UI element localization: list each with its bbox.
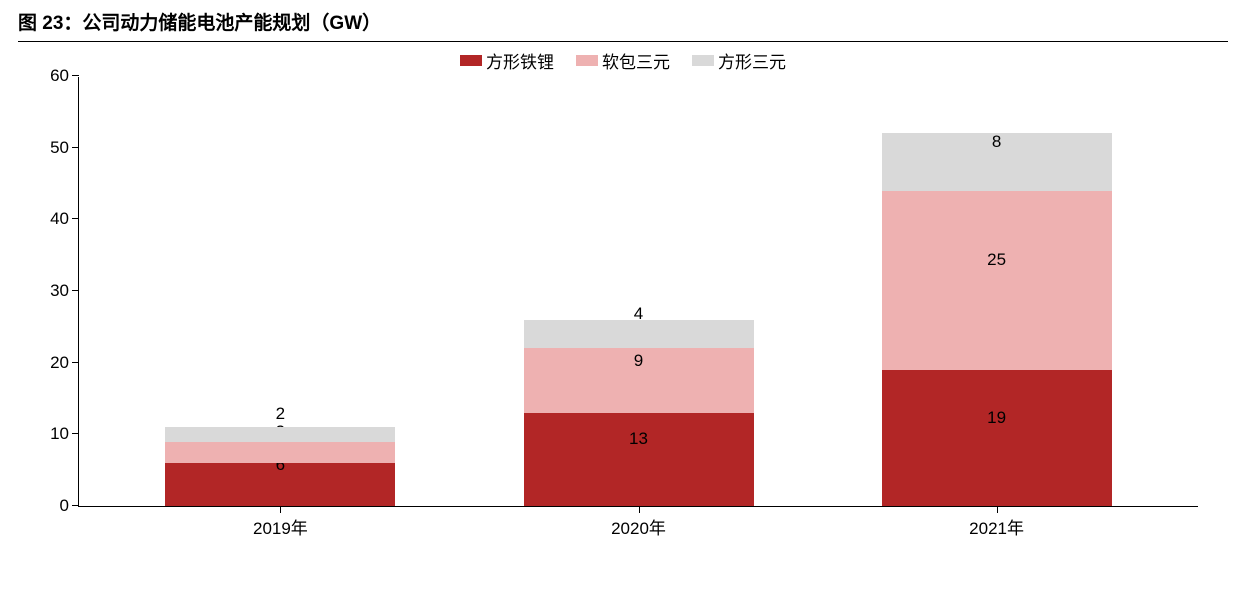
legend-item: 方形三元 <box>692 48 786 73</box>
bar-group: 1394 <box>524 320 754 506</box>
bar-segment <box>882 370 1112 506</box>
legend-swatch <box>576 55 598 66</box>
legend-swatch <box>460 55 482 66</box>
bar-value-label: 9 <box>524 351 754 371</box>
title-divider <box>18 41 1228 42</box>
chart-title: 图 23：公司动力储能电池产能规划（GW） <box>18 8 1228 41</box>
bar-group: 19 25 8 <box>882 133 1112 506</box>
chart-area: 01020304050602019年6322020年13942021年19258 <box>78 77 1198 547</box>
legend-swatch <box>692 55 714 66</box>
bar-segment <box>165 427 395 441</box>
y-axis-label: 30 <box>29 281 79 301</box>
y-axis-label: 50 <box>29 138 79 158</box>
bar-value-label: 4 <box>524 304 754 324</box>
legend-item: 软包三元 <box>576 48 670 73</box>
x-axis-label: 2019年 <box>253 514 308 539</box>
x-tick <box>997 506 998 513</box>
bar-value-label: 2 <box>165 404 395 424</box>
legend-label: 方形三元 <box>718 48 786 73</box>
legend-label: 方形铁锂 <box>486 48 554 73</box>
y-axis-label: 60 <box>29 66 79 86</box>
x-axis-label: 2020年 <box>611 514 666 539</box>
x-axis-label: 2021年 <box>969 514 1024 539</box>
bar-value-label: 8 <box>882 132 1112 152</box>
y-axis-label: 10 <box>29 424 79 444</box>
x-tick <box>639 506 640 513</box>
y-axis-label: 40 <box>29 209 79 229</box>
bar-segment <box>524 413 754 506</box>
bar-value-label: 25 <box>882 250 1112 270</box>
bar-value-label: 13 <box>524 429 754 449</box>
y-axis-label: 20 <box>29 353 79 373</box>
bar-segment <box>165 442 395 464</box>
plot-area: 01020304050602019年6322020年13942021年19258 <box>78 77 1198 507</box>
bar-value-label: 19 <box>882 408 1112 428</box>
legend-item: 方形铁锂 <box>460 48 554 73</box>
y-axis-label: 0 <box>29 496 79 516</box>
x-tick <box>280 506 281 513</box>
bar-segment <box>882 191 1112 370</box>
bar-group: 632 <box>165 427 395 506</box>
legend: 方形铁锂 软包三元 方形三元 <box>18 48 1228 73</box>
legend-label: 软包三元 <box>602 48 670 73</box>
